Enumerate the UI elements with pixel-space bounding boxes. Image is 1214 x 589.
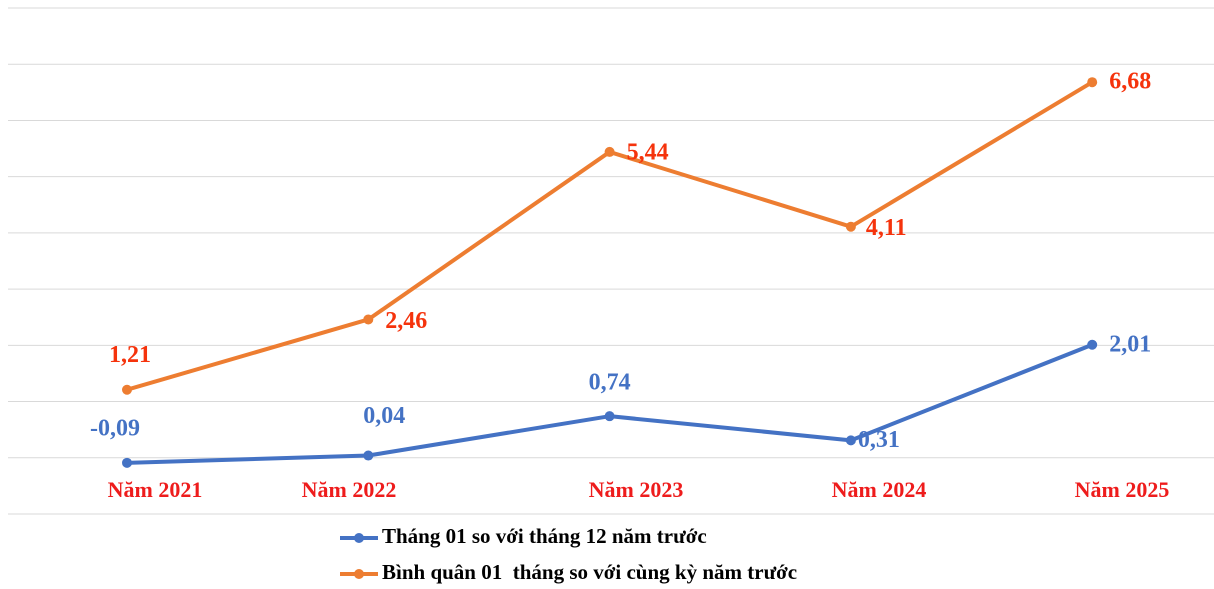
- series-line: [126, 80, 1094, 392]
- legend-label: Tháng 01 so với tháng 12 năm trước: [382, 524, 707, 548]
- data-label: 0,04: [363, 403, 405, 429]
- legend-marker: [354, 569, 364, 579]
- point: [845, 435, 856, 446]
- x-tick-label: Năm 2023: [589, 477, 684, 502]
- point: [1087, 339, 1098, 350]
- point: [604, 146, 615, 157]
- data-label: 2,01: [1109, 331, 1151, 357]
- data-label: -0,09: [90, 415, 140, 441]
- point: [845, 221, 856, 232]
- data-label: 4,11: [866, 215, 907, 241]
- legend-label: Bình quân 01 tháng so với cùng kỳ năm tr…: [382, 560, 797, 584]
- point: [604, 411, 615, 422]
- point: [122, 384, 132, 395]
- series-line: [126, 342, 1093, 465]
- point: [363, 314, 374, 325]
- data-label: 1,21: [109, 342, 151, 368]
- point: [1087, 77, 1098, 88]
- x-tick-label: Năm 2025: [1075, 477, 1170, 502]
- data-label: 6,68: [1109, 69, 1151, 95]
- x-tick-label: Năm 2021: [108, 477, 203, 502]
- point: [122, 457, 132, 468]
- point: [363, 450, 374, 461]
- data-label: 2,46: [385, 308, 427, 334]
- x-tick-label: Năm 2022: [302, 477, 397, 502]
- legend-marker: [354, 533, 364, 543]
- data-label: 5,44: [627, 139, 669, 165]
- x-tick-label: Năm 2024: [832, 477, 927, 502]
- data-label: 0,31: [858, 427, 900, 453]
- data-label: 0,74: [589, 370, 631, 396]
